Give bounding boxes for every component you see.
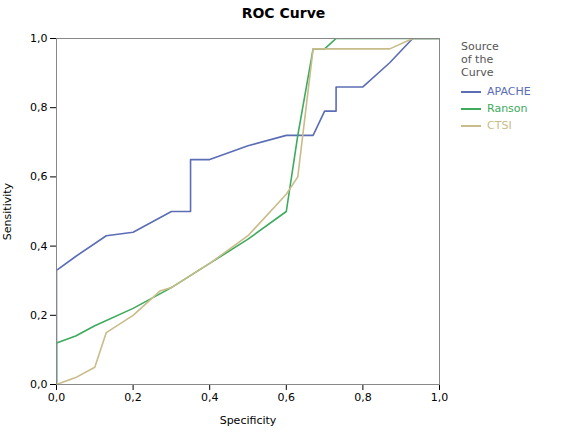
svg-text:0,0: 0,0 — [30, 378, 48, 391]
svg-text:0,0: 0,0 — [48, 391, 66, 404]
svg-text:0,2: 0,2 — [124, 391, 142, 404]
svg-text:1,0: 1,0 — [30, 32, 48, 45]
html-text:Source of the Curve: Source of the Curve — [461, 40, 499, 79]
svg-text:0,4: 0,4 — [201, 391, 219, 404]
svg-text:Specificity: Specificity — [220, 414, 277, 427]
svg-text:1,0: 1,0 — [431, 391, 449, 404]
html-text:CTSI: CTSI — [487, 119, 512, 132]
svg-text:0,6: 0,6 — [278, 391, 296, 404]
html-text:APACHE: APACHE — [487, 85, 531, 98]
svg-text:0,8: 0,8 — [30, 101, 48, 114]
svg-text:0,2: 0,2 — [30, 309, 48, 322]
svg-text:0,4: 0,4 — [30, 240, 48, 253]
svg-text:Sensitivity: Sensitivity — [1, 182, 14, 240]
svg-text:0,8: 0,8 — [354, 391, 372, 404]
html-text:Ranson: Ranson — [487, 102, 528, 115]
svg-text:0,6: 0,6 — [30, 170, 48, 183]
html-text:ROC Curve: ROC Curve — [241, 5, 326, 21]
